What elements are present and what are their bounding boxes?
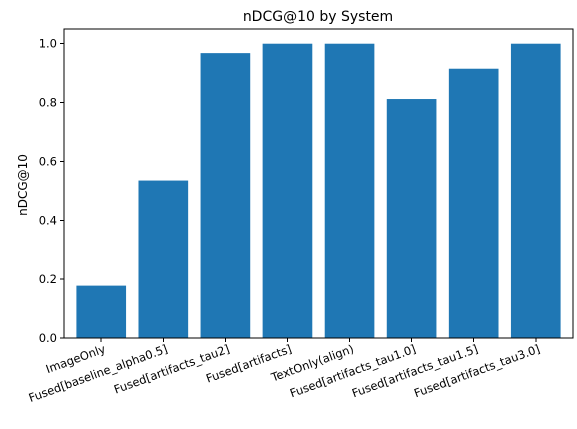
y-tick-label: 1.0 (39, 37, 57, 51)
y-axis-ticks: 0.0 0.2 0.4 0.6 0.8 1.0 (39, 37, 64, 345)
bar-4 (262, 43, 313, 339)
bar-5 (324, 43, 375, 339)
y-tick-label: 0.6 (39, 154, 57, 168)
bar-2 (138, 180, 189, 338)
y-tick-label: 0.4 (39, 213, 57, 227)
bar-3 (200, 53, 251, 338)
bar-7 (448, 68, 499, 338)
y-tick-label: 0.0 (39, 331, 57, 345)
plot-area (76, 43, 561, 339)
y-tick-label: 0.2 (39, 272, 57, 286)
y-tick-label: 0.8 (39, 96, 57, 110)
y-axis-label: nDCG@10 (16, 154, 30, 216)
bar-8 (510, 43, 561, 339)
bar-1 (76, 285, 127, 338)
x-axis-ticks: ImageOnlyFused[baseline_alpha0.5]Fused[a… (27, 338, 542, 405)
chart-title: nDCG@10 by System (243, 9, 393, 25)
axes-frame (63, 28, 574, 339)
bar-6 (386, 99, 437, 338)
